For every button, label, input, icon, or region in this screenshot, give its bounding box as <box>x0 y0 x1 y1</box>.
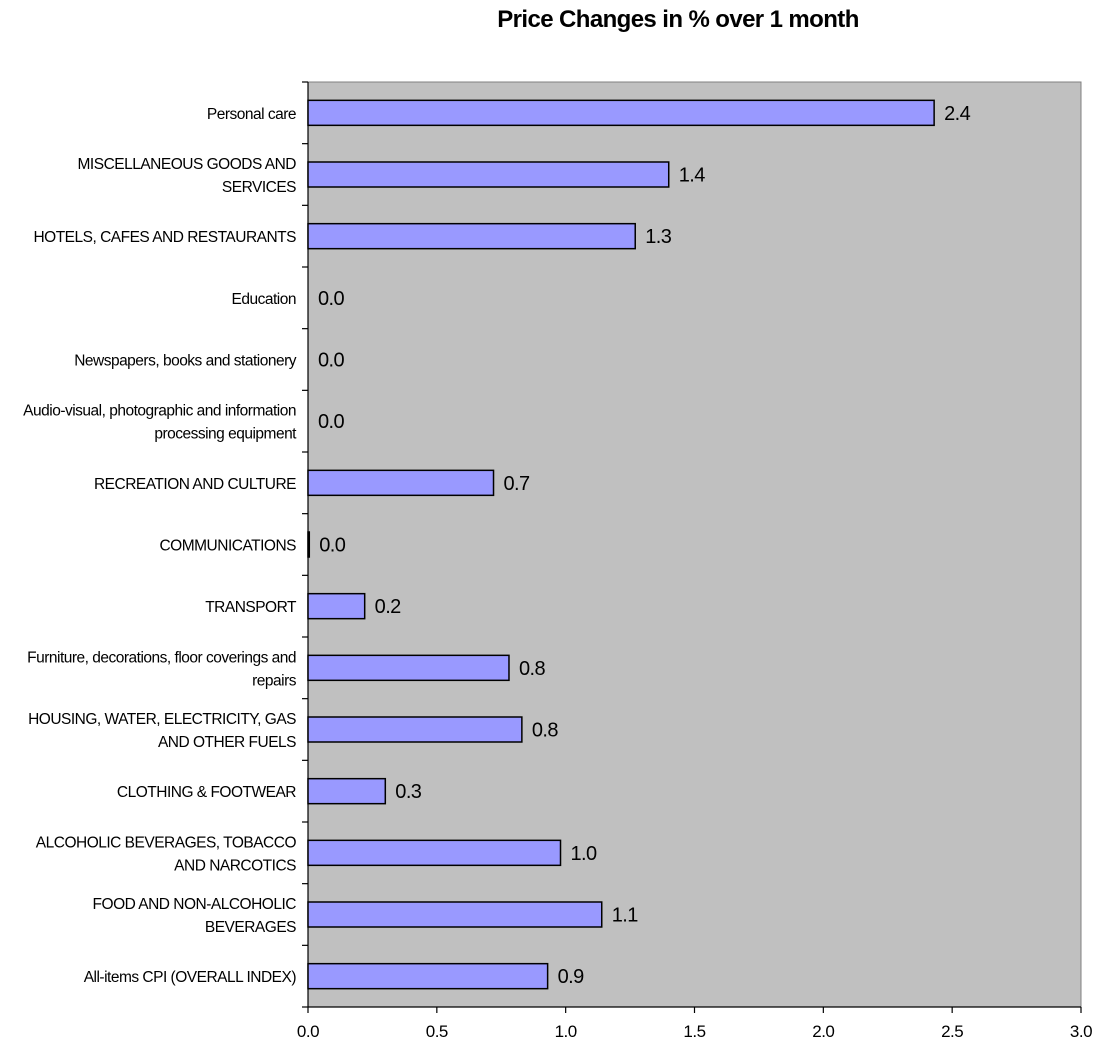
x-tick-label: 0.0 <box>297 1022 319 1041</box>
category-label: RECREATION AND CULTURE <box>94 476 297 493</box>
category-label-line: TRANSPORT <box>205 599 297 616</box>
category-label-line: FOOD AND NON-ALCOHOLIC <box>93 896 297 913</box>
category-label: Education <box>232 291 297 308</box>
bar <box>307 99 935 127</box>
value-axis-ticks: 0.0 0.5 1.0 1.5 2.0 2.5 3.0 <box>297 81 1093 1041</box>
category-label-line: AND NARCOTICS <box>174 857 296 874</box>
bar <box>307 222 636 250</box>
category-label-line: SERVICES <box>222 179 296 196</box>
x-tick-label: 0.5 <box>426 1022 448 1041</box>
category-labels: Personal care MISCELLANEOUS GOODS AND SERV… <box>23 106 298 986</box>
category-label: TRANSPORT <box>205 599 297 616</box>
category-label-line: ALCOHOLIC BEVERAGES, TOBACCO <box>36 834 297 851</box>
category-label: Newspapers, books and stationery <box>74 353 297 370</box>
x-tick-label: 3.0 <box>1070 1022 1092 1041</box>
chart-title: Price Changes in % over 1 month <box>497 6 859 33</box>
bar <box>307 592 366 620</box>
bar <box>307 654 510 682</box>
data-label: 0.9 <box>558 966 584 988</box>
data-label: 0.0 <box>319 535 345 557</box>
data-label: 1.1 <box>612 905 638 927</box>
data-label: 0.8 <box>532 720 558 742</box>
category-label: All-items CPI (OVERALL INDEX) <box>84 969 297 986</box>
bar <box>307 839 562 867</box>
bar <box>307 716 523 743</box>
data-label: 0.0 <box>318 288 344 310</box>
category-label: ALCOHOLIC BEVERAGES, TOBACCO AND NARCOTIC… <box>36 834 297 874</box>
category-label-line: processing equipment <box>154 426 297 443</box>
category-label-line: COMMUNICATIONS <box>159 538 296 555</box>
data-label: 1.4 <box>679 165 705 187</box>
bar <box>307 161 670 188</box>
bar <box>307 962 549 990</box>
data-label: 0.0 <box>318 350 344 372</box>
category-label-line: AND OTHER FUELS <box>158 734 296 751</box>
x-tick-label: 2.0 <box>812 1022 834 1041</box>
category-label-line: Personal care <box>207 106 296 123</box>
bar <box>307 901 603 928</box>
data-label: 0.2 <box>375 596 401 618</box>
category-label: Audio-visual, photographic and informati… <box>23 403 298 443</box>
category-label: Furniture, decorations, floor coverings … <box>27 649 297 689</box>
data-label: 2.4 <box>944 103 970 125</box>
category-label-line: MISCELLANEOUS GOODS AND <box>78 156 297 173</box>
plot-area <box>307 81 1082 1008</box>
category-label-line: Audio-visual, photographic and informati… <box>23 403 296 420</box>
category-label-line: HOUSING, WATER, ELECTRICITY, GAS <box>28 711 296 728</box>
category-label-line: Newspapers, books and stationery <box>74 353 297 370</box>
category-label-line: CLOTHING & FOOTWEAR <box>117 784 296 801</box>
bars: 2.4 1.4 1.3 0.0 0.0 0.0 0.7 0.0 0.2 0.8 0.8 0.3 1.0 1… <box>307 99 971 990</box>
category-label-line: BEVERAGES <box>205 919 296 936</box>
category-label: COMMUNICATIONS <box>159 538 296 555</box>
category-label-line: Education <box>232 291 296 308</box>
category-label: Personal care <box>207 106 297 123</box>
x-tick-label: 2.5 <box>941 1022 963 1041</box>
data-label: 1.0 <box>571 843 597 865</box>
category-label-line: All-items CPI (OVERALL INDEX) <box>84 969 297 986</box>
category-label-line: repairs <box>252 672 297 689</box>
category-label-line: RECREATION AND CULTURE <box>94 476 296 493</box>
data-label: 0.3 <box>395 781 421 803</box>
category-label: CLOTHING & FOOTWEAR <box>117 784 297 801</box>
x-tick-label: 1.0 <box>555 1022 577 1041</box>
x-tick-label: 1.5 <box>683 1022 705 1041</box>
category-label: FOOD AND NON-ALCOHOLIC BEVERAGES <box>93 896 297 936</box>
category-label-line: Furniture, decorations, floor coverings … <box>27 649 296 666</box>
category-label-line: HOTELS, CAFES AND RESTAURANTS <box>33 229 296 246</box>
data-label: 0.0 <box>318 411 344 433</box>
data-label: 1.3 <box>645 226 671 248</box>
category-label: HOUSING, WATER, ELECTRICITY, GAS AND OTHE… <box>28 711 297 751</box>
data-label: 0.7 <box>504 473 530 495</box>
bar <box>307 469 495 497</box>
bar <box>307 777 387 805</box>
category-label: HOTELS, CAFES AND RESTAURANTS <box>33 229 296 246</box>
data-label: 0.8 <box>519 658 545 680</box>
bar <box>307 531 311 558</box>
category-label: MISCELLANEOUS GOODS AND SERVICES <box>78 156 297 196</box>
